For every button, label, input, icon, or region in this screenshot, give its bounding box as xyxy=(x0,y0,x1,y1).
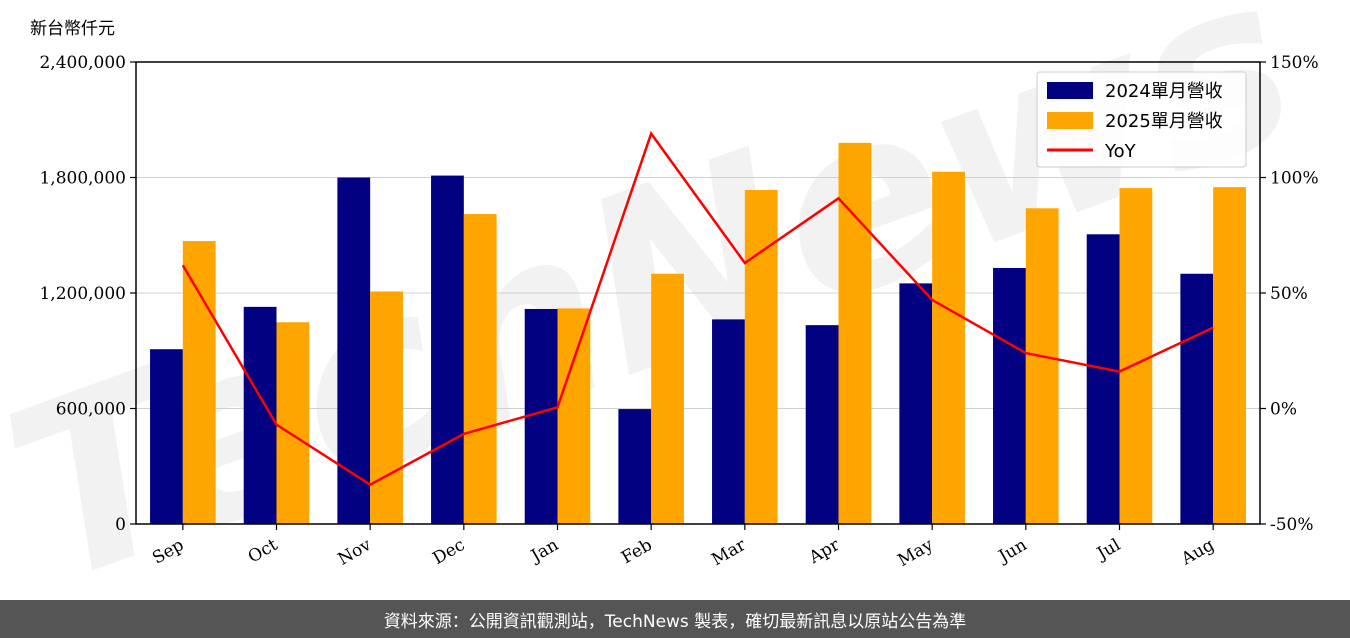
x-tick-label: Jun xyxy=(994,535,1031,568)
x-tick-label: May xyxy=(894,535,937,571)
x-tick-label: Mar xyxy=(708,535,750,571)
y-left-tick-label: 2,400,000 xyxy=(39,53,126,73)
bar-2025-apr xyxy=(838,142,872,524)
bar-2024-may xyxy=(899,283,933,524)
y-right-tick-label: 0% xyxy=(1270,400,1297,420)
grid-lines xyxy=(136,177,1260,409)
bar-2024-mar xyxy=(712,319,745,524)
bar-2024-feb xyxy=(618,409,652,524)
bar-2025-dec xyxy=(463,214,497,524)
bar-2024-jan xyxy=(524,308,558,524)
x-tick-label: Dec xyxy=(430,535,469,569)
bar-2025-jan xyxy=(557,308,591,524)
y-left-tick-label: 1,200,000 xyxy=(39,284,126,304)
bar-2025-oct xyxy=(276,322,310,524)
y-right-tick-label: 50% xyxy=(1270,284,1308,304)
bar-2025-jun xyxy=(1025,208,1059,525)
bar-2024-jul xyxy=(1086,234,1120,524)
bar-2025-mar xyxy=(744,190,778,524)
legend: 2024單月營收 2025單月營收 YoY xyxy=(1036,71,1247,168)
bar-2025-nov xyxy=(370,291,403,524)
y-left-tick-label: 1,800,000 xyxy=(39,169,126,189)
x-tick-label: Feb xyxy=(618,535,656,568)
x-tick-label: Jan xyxy=(526,535,562,567)
legend-label: 2025單月營收 xyxy=(1105,111,1223,132)
legend-label: 2024單月營收 xyxy=(1105,81,1223,102)
y-right-tick-label: 100% xyxy=(1270,169,1319,189)
bar-2024-aug xyxy=(1180,273,1214,524)
bars xyxy=(150,142,1246,525)
bar-2024-dec xyxy=(431,175,464,524)
source-text: 資料來源：公開資訊觀測站，TechNews 製表，確切最新訊息以原站公告為準 xyxy=(383,611,967,632)
bar-2024-apr xyxy=(805,325,839,524)
y-left-tick-label: 0 xyxy=(115,515,126,535)
revenue-chart: TechNews 0600,0001,200,0001,800,0002,400… xyxy=(0,0,1328,600)
x-tick-label: Apr xyxy=(805,535,844,569)
x-tick-label: Jul xyxy=(1092,535,1124,565)
bar-2025-aug xyxy=(1213,187,1246,524)
legend-swatch xyxy=(1047,82,1093,99)
y-unit-label: 新台幣仟元 xyxy=(30,19,115,39)
bar-2024-jun xyxy=(993,267,1026,524)
x-tick-label: Aug xyxy=(1177,535,1218,570)
legend-label: YoY xyxy=(1104,141,1137,162)
y-right-tick-label: -50% xyxy=(1270,515,1314,535)
bar-2025-jul xyxy=(1119,188,1153,524)
bar-2025-sep xyxy=(182,241,216,524)
yoy-line-group xyxy=(181,130,1214,487)
y-left-tick-label: 600,000 xyxy=(56,400,126,420)
bar-2025-feb xyxy=(651,273,684,524)
bar-2024-nov xyxy=(337,177,371,524)
y-right-tick-label: 150% xyxy=(1270,53,1319,73)
bar-2024-sep xyxy=(150,349,183,524)
source-footer: 資料來源：公開資訊觀測站，TechNews 製表，確切最新訊息以原站公告為準 xyxy=(0,600,1350,638)
yoy-line xyxy=(181,130,1214,487)
legend-swatch xyxy=(1047,112,1093,129)
bar-2025-may xyxy=(932,171,965,524)
